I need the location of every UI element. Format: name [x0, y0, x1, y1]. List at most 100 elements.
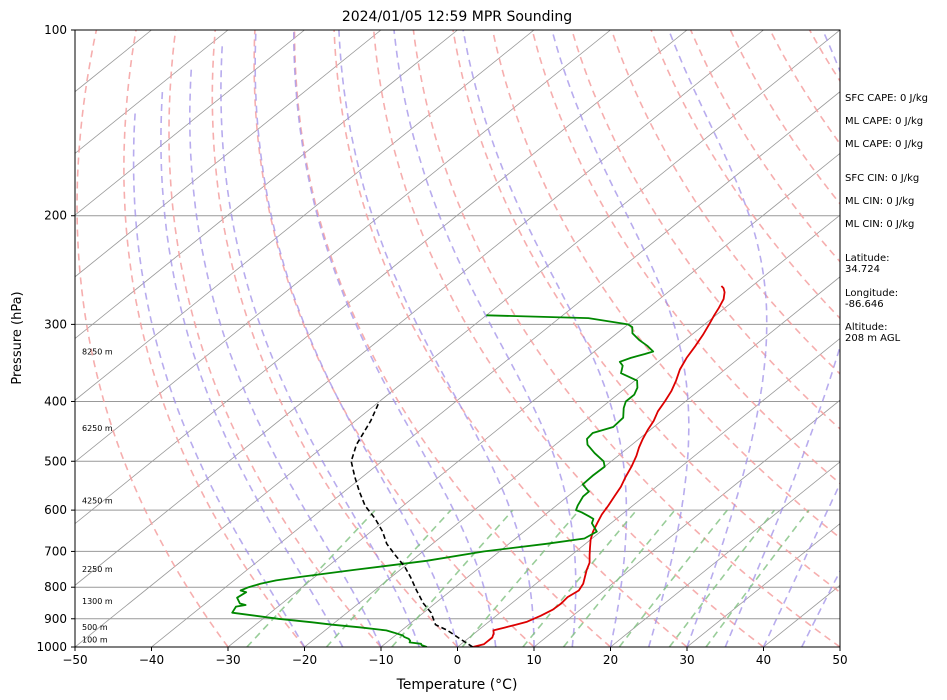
stat-longitude: Longitude: -86.646 — [845, 288, 899, 310]
stat-altitude: Altitude: 208 m AGL — [845, 322, 901, 344]
dry-adiabat-line — [372, 30, 764, 647]
moist-adiabat-line — [293, 30, 497, 647]
dry-adiabat-line — [333, 30, 688, 647]
y-tick-label: 600 — [44, 503, 67, 517]
dry-adiabat-lines — [76, 30, 947, 647]
moist-adiabat-line — [189, 67, 382, 647]
isotherm-line — [686, 523, 840, 647]
isotherm-line — [227, 152, 840, 647]
height-label: 2250 m — [82, 565, 113, 574]
x-tick-label: 30 — [679, 653, 694, 667]
isotherm-line — [457, 337, 840, 647]
dry-adiabat-line — [253, 30, 535, 647]
dry-adiabat-line — [571, 30, 840, 430]
stat-ml-cin-2: ML CIN: 0 J/kg — [845, 219, 915, 230]
mixing-ratio-line — [618, 509, 728, 647]
moist-adiabat-line — [338, 30, 535, 647]
height-label: 8250 m — [82, 347, 113, 356]
x-tick-label: −40 — [139, 653, 164, 667]
temperature-line — [472, 285, 726, 647]
chart-title: 2024/01/05 12:59 MPR Sounding — [342, 9, 572, 25]
stat-sfc-cin: SFC CIN: 0 J/kg — [845, 173, 920, 184]
dry-adiabat-line — [412, 30, 840, 647]
y-tick-label: 500 — [44, 454, 67, 468]
x-tick-label: 20 — [603, 653, 618, 667]
stat-ml-cape-2: ML CAPE: 0 J/kg — [845, 139, 924, 150]
y-tick-label: 300 — [44, 317, 67, 331]
isotherm-line — [151, 91, 840, 647]
y-tick-label: 700 — [44, 544, 67, 558]
moist-adiabat-line — [667, 30, 768, 647]
isotherm-line — [75, 30, 458, 340]
mixing-ratio-line — [325, 509, 452, 647]
height-labels: 100 m 500 m 1300 m 2250 m 4250 m 6250 m 8250 m — [82, 347, 113, 644]
y-tick-label: 100 — [44, 23, 67, 37]
isotherm-lines — [75, 30, 840, 647]
x-tick-label: −30 — [215, 653, 240, 667]
stat-ml-cin-1: ML CIN: 0 J/kg — [845, 196, 915, 207]
isotherm-line — [75, 30, 229, 154]
height-label: 4250 m — [82, 496, 113, 505]
dry-adiabat-line — [211, 30, 459, 647]
isotherm-line — [304, 214, 840, 647]
y-tick-label: 200 — [44, 209, 67, 223]
mixing-ratio-line — [246, 509, 376, 647]
x-tick-label: −20 — [292, 653, 317, 667]
height-label: 6250 m — [82, 424, 113, 433]
dry-adiabat-line — [76, 30, 229, 647]
y-axis-ticks: 1000 900 800 700 600 500 400 300 200 100 — [36, 23, 75, 654]
isotherm-line — [75, 30, 305, 216]
moist-adiabat-line — [160, 89, 344, 647]
x-tick-label: 0 — [454, 653, 462, 667]
mixing-ratio-line — [522, 509, 638, 647]
dry-adiabat-line — [452, 30, 840, 594]
isotherm-line — [75, 30, 535, 401]
isotherm-line — [75, 30, 688, 525]
mixing-ratio-line — [705, 509, 810, 647]
dewpoint-line — [231, 314, 655, 647]
x-tick-label: 40 — [756, 653, 771, 667]
isotherm-line — [75, 30, 764, 586]
parcel-path-line — [350, 401, 474, 647]
x-tick-label: −10 — [368, 653, 393, 667]
moist-adiabat-lines — [132, 30, 840, 647]
isotherm-line — [610, 461, 840, 647]
stat-sfc-cape: SFC CAPE: 0 J/kg — [845, 93, 928, 104]
height-label: 500 m — [82, 623, 108, 632]
height-label: 1300 m — [82, 597, 113, 606]
moist-adiabat-line — [801, 569, 840, 647]
mixing-ratio-lines — [246, 509, 810, 647]
y-axis-label: Pressure (hPa) — [10, 291, 25, 384]
x-axis-ticks: −50 −40 −30 −20 −10 0 10 20 30 40 50 — [62, 647, 848, 667]
x-axis-label: Temperature (°C) — [396, 677, 518, 693]
dry-adiabat-line — [491, 30, 840, 539]
moist-adiabat-line — [220, 43, 421, 647]
dry-adiabat-line — [293, 30, 612, 647]
isotherm-line — [380, 276, 840, 647]
isotherm-line — [75, 30, 382, 278]
dry-adiabat-line — [610, 30, 840, 375]
height-label: 100 m — [82, 636, 108, 645]
isotherm-line — [533, 399, 840, 647]
dry-adiabat-line — [929, 30, 947, 647]
mixing-ratio-line — [391, 509, 514, 647]
x-tick-label: 10 — [526, 653, 541, 667]
dry-adiabat-line — [168, 30, 382, 647]
stat-latitude: Latitude: 34.724 — [845, 253, 890, 275]
mixing-ratio-line — [668, 509, 776, 647]
y-tick-label: 800 — [44, 580, 67, 594]
moist-adiabat-line — [132, 110, 306, 647]
mixing-ratio-line — [461, 509, 580, 647]
moist-adiabat-line — [762, 481, 840, 647]
profile-series — [231, 285, 726, 647]
mixing-ratio-line — [562, 509, 676, 647]
x-tick-label: 50 — [832, 653, 847, 667]
moist-adiabat-line — [254, 30, 459, 647]
y-tick-label: 1000 — [36, 640, 67, 654]
dry-adiabat-line — [123, 30, 306, 647]
y-tick-label: 900 — [44, 612, 67, 626]
moist-adiabat-line — [462, 30, 628, 647]
moist-adiabat-line — [393, 30, 577, 647]
moist-adiabat-line — [724, 30, 840, 647]
